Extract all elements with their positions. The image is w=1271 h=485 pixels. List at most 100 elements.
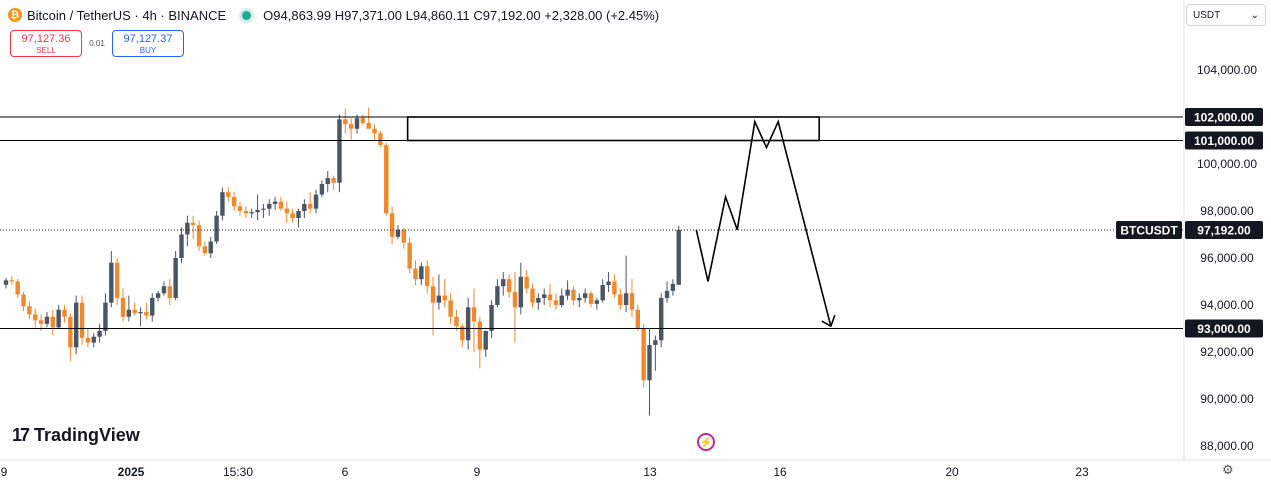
candle[interactable]	[27, 301, 32, 320]
candle[interactable]	[348, 118, 354, 141]
candle[interactable]	[50, 309, 55, 336]
candle[interactable]	[618, 288, 623, 310]
candle[interactable]	[261, 203, 266, 219]
candle[interactable]	[483, 330, 488, 357]
settings-icon[interactable]: ⚙	[1222, 462, 1234, 477]
candle[interactable]	[635, 305, 640, 331]
candle[interactable]	[138, 307, 143, 327]
price-axis[interactable]: 88,000.00 90,000.00 92,000.00 94,000.00 96,0…	[1183, 0, 1271, 485]
candle[interactable]	[62, 305, 67, 323]
candle[interactable]	[132, 302, 137, 316]
candle[interactable]	[109, 250, 114, 308]
candle[interactable]	[489, 300, 494, 338]
candle[interactable]	[150, 293, 155, 322]
candle[interactable]	[360, 114, 366, 126]
candle[interactable]	[565, 280, 570, 301]
candle[interactable]	[231, 192, 237, 211]
candle[interactable]	[302, 199, 307, 219]
candle[interactable]	[436, 274, 442, 310]
candle[interactable]	[337, 114, 342, 193]
candle[interactable]	[120, 288, 126, 322]
candle[interactable]	[114, 258, 120, 305]
candle[interactable]	[419, 262, 424, 286]
candle[interactable]	[454, 309, 459, 331]
candle[interactable]	[91, 333, 96, 348]
candle[interactable]	[202, 241, 208, 256]
candle[interactable]	[594, 297, 600, 310]
candle[interactable]	[612, 274, 617, 298]
candle[interactable]	[664, 281, 670, 303]
candle[interactable]	[395, 225, 401, 240]
candle[interactable]	[553, 293, 559, 310]
candle[interactable]	[653, 335, 658, 371]
candle[interactable]	[647, 328, 652, 416]
candle[interactable]	[425, 260, 430, 294]
candle[interactable]	[506, 274, 512, 298]
candle[interactable]	[512, 272, 518, 343]
candle[interactable]	[155, 290, 161, 302]
candle[interactable]	[3, 277, 9, 289]
candle[interactable]	[600, 279, 605, 303]
candle[interactable]	[559, 288, 564, 308]
candle[interactable]	[372, 124, 377, 141]
candle[interactable]	[33, 308, 38, 328]
time-axis[interactable]: 9 2025 15:30 6 9 13 16 20 23	[0, 459, 1271, 479]
candle[interactable]	[413, 260, 418, 286]
candle[interactable]	[659, 293, 664, 348]
candle[interactable]	[313, 189, 319, 214]
candle[interactable]	[9, 276, 15, 286]
candle[interactable]	[536, 293, 541, 310]
candle[interactable]	[623, 255, 629, 313]
candle[interactable]	[56, 305, 61, 329]
candle[interactable]	[460, 323, 465, 348]
candle[interactable]	[501, 272, 506, 296]
sell-button[interactable]: 97,127.36 SELL	[10, 30, 82, 57]
candle[interactable]	[255, 194, 260, 221]
candle[interactable]	[477, 316, 483, 369]
candle[interactable]	[401, 227, 406, 249]
candle[interactable]	[378, 131, 383, 148]
candle[interactable]	[343, 108, 348, 134]
candle[interactable]	[430, 276, 436, 336]
candle[interactable]	[226, 187, 231, 202]
candle[interactable]	[191, 215, 196, 240]
tradingview-logo[interactable]: 17 TradingView	[12, 425, 140, 446]
candle[interactable]	[278, 196, 284, 211]
candle[interactable]	[308, 192, 313, 214]
candle[interactable]	[173, 250, 178, 301]
candle[interactable]	[366, 107, 371, 129]
candle[interactable]	[471, 288, 477, 352]
candle[interactable]	[354, 114, 360, 134]
candle[interactable]	[641, 323, 646, 388]
candle[interactable]	[15, 279, 20, 298]
candle[interactable]	[577, 293, 582, 308]
candle[interactable]	[185, 215, 190, 247]
candle[interactable]	[21, 292, 26, 311]
candle[interactable]	[384, 142, 389, 216]
candle[interactable]	[389, 206, 395, 244]
candle[interactable]	[319, 180, 325, 197]
candle[interactable]	[249, 208, 254, 219]
candle[interactable]	[495, 279, 500, 308]
candle[interactable]	[629, 279, 635, 317]
candle[interactable]	[407, 236, 412, 274]
candle[interactable]	[331, 175, 336, 190]
candle[interactable]	[465, 297, 471, 350]
candle[interactable]	[676, 225, 681, 285]
candle[interactable]	[296, 208, 301, 228]
candle[interactable]	[74, 295, 79, 355]
candle[interactable]	[290, 208, 295, 223]
candle[interactable]	[518, 262, 523, 315]
candle[interactable]	[325, 171, 330, 193]
candle[interactable]	[79, 295, 85, 345]
candle[interactable]	[272, 196, 278, 210]
candle[interactable]	[97, 323, 102, 343]
candle[interactable]	[144, 302, 149, 320]
candle[interactable]	[85, 328, 91, 348]
candle[interactable]	[220, 187, 225, 221]
candle[interactable]	[448, 293, 453, 324]
candle[interactable]	[588, 290, 594, 308]
resistance-zone[interactable]	[406, 116, 820, 142]
buy-button[interactable]: 97,127.37 BUY	[112, 30, 184, 57]
